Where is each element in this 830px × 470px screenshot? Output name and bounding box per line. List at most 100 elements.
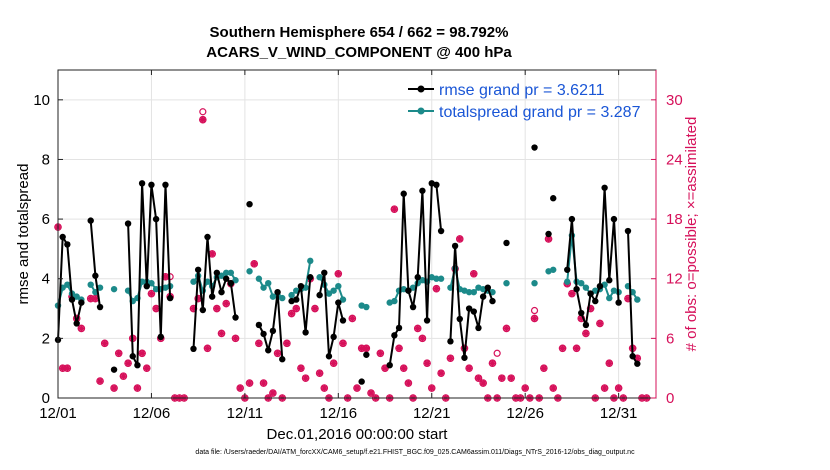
rmse-line [127, 182, 172, 367]
totalspread-point [578, 280, 585, 287]
rmse-point [465, 305, 473, 312]
rmse-point [339, 317, 347, 324]
rmse-point [423, 317, 431, 324]
obs-possible-marker [348, 314, 357, 323]
obs-assimilated-marker [479, 379, 487, 387]
totalspread-point [260, 284, 267, 291]
obs-assimilated-marker [91, 295, 99, 303]
totalspread-point [110, 285, 118, 293]
rmse-point [634, 360, 641, 367]
totalspread-point [148, 280, 155, 287]
obs-possible-marker [315, 369, 324, 377]
obs-possible-marker [395, 344, 403, 353]
totalspread-point [363, 303, 370, 311]
totalspread-point [582, 284, 590, 291]
rmse-point [246, 200, 253, 208]
rmse-line [192, 236, 237, 349]
rmse-point [293, 296, 300, 303]
obs-assimilated-marker [596, 319, 604, 328]
obs-possible-marker [427, 384, 436, 392]
obs-assimilated-marker [456, 235, 464, 243]
totalspread-point [307, 257, 314, 265]
rmse-point [73, 320, 80, 327]
obs-possible-marker [474, 374, 483, 382]
totalspread-point [96, 284, 104, 291]
totalspread-point [316, 274, 323, 281]
obs-assimilated-marker [400, 364, 408, 372]
legend-spread-label: totalspread grand pr = 3.287 [439, 104, 641, 121]
obs-possible-marker [255, 339, 263, 348]
rmse-point [110, 366, 118, 373]
rmse-line [449, 244, 494, 359]
rmse-point [596, 282, 604, 290]
rmse-line [566, 186, 620, 326]
rmse-point [335, 299, 342, 306]
obs-assimilated-marker [203, 344, 212, 352]
obs-possible-marker [77, 324, 86, 333]
obs-assimilated-marker [488, 359, 497, 367]
rmse-point [564, 266, 571, 273]
y-tick-label: 6 [42, 211, 50, 228]
totalspread-point [204, 278, 211, 285]
obs-possible-circle [530, 306, 539, 315]
rmse-point [307, 274, 314, 281]
obs-possible-marker [213, 304, 221, 313]
obs-possible-marker [469, 269, 478, 278]
totalspread-point [550, 266, 557, 273]
obs-assimilated-marker [423, 359, 431, 367]
obs-assimilated-marker [507, 374, 515, 382]
totalspread-point [391, 297, 398, 305]
obs-assimilated-marker [320, 384, 328, 392]
obs-assimilated-marker [437, 369, 445, 377]
obs-assimilated-marker [269, 389, 277, 397]
rmse-point [419, 187, 426, 194]
rmse-point [92, 272, 99, 279]
rmse-point [148, 181, 155, 188]
rmse-point [550, 195, 557, 202]
rmse-point [582, 321, 590, 329]
obs-assimilated-marker [124, 359, 132, 367]
chart-title: Southern Hemisphere 654 / 662 = 98.792% [209, 24, 509, 41]
totalspread-point [531, 280, 538, 287]
y2-tick-label: 30 [666, 92, 683, 109]
obs-assimilated-marker [615, 384, 623, 392]
rmse-point [232, 314, 239, 321]
obs-possible-marker [301, 374, 310, 382]
obs-assimilated-marker [582, 329, 590, 337]
obs-possible-marker [119, 372, 128, 380]
obs-possible-marker [558, 344, 567, 353]
obs-possible-marker [614, 384, 623, 392]
rmse-point [414, 274, 421, 281]
obs-possible-marker [203, 344, 212, 353]
obs-count-markers [54, 108, 651, 402]
rmse-point [470, 308, 477, 315]
obs-possible-marker [199, 115, 207, 124]
obs-assimilated-marker [605, 359, 613, 367]
obs-possible-marker [582, 329, 590, 338]
totalspread-point [64, 281, 71, 288]
obs-assimilated-marker [213, 304, 221, 313]
rmse-point [59, 233, 66, 241]
rmse-point [274, 288, 281, 296]
rmse-point [218, 288, 225, 296]
obs-possible-marker [381, 364, 389, 372]
obs-assimilated-marker [339, 339, 347, 347]
obs-possible-marker [269, 389, 277, 397]
obs-assimilated-marker [287, 309, 296, 318]
x-tick-label: 12/01 [39, 405, 77, 422]
obs-possible-marker [465, 364, 473, 372]
obs-possible-marker [376, 349, 385, 358]
obs-assimilated-marker [110, 384, 118, 392]
totalspread-point [606, 294, 613, 302]
obs-possible-marker [63, 364, 72, 372]
rmse-point [190, 345, 197, 352]
totalspread-point [232, 277, 239, 284]
rmse-point [330, 333, 337, 341]
totalspread-point [335, 282, 342, 290]
rmse-point [208, 293, 216, 300]
data-file-footer: data file: /Users/raeder/DAI/ATM_forcXX/… [195, 449, 635, 456]
obs-assimilated-marker [414, 324, 422, 333]
rmse-point [610, 215, 618, 223]
obs-possible-marker [147, 289, 156, 298]
obs-assimilated-marker [601, 384, 609, 392]
